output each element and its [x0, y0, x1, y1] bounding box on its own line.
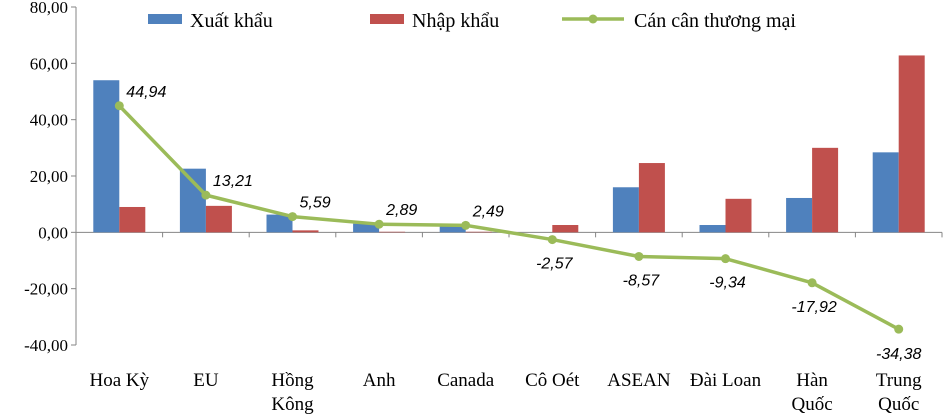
legend-label: Nhập khẩu — [412, 10, 499, 32]
legend-swatch — [148, 14, 182, 24]
category-label: ASEAN — [607, 370, 671, 391]
category-label: Hồng — [271, 370, 314, 391]
category-label: Đài Loan — [690, 370, 762, 391]
category-label: Kông — [271, 394, 314, 415]
category-label: Quốc — [792, 394, 833, 415]
balance-data-label: -9,34 — [709, 275, 746, 292]
axes: -40,00 -20,00 0,00 20,00 40,00 60,00 80,00 Hoa … — [24, 0, 943, 415]
y-tick-label: 60,00 — [30, 54, 68, 73]
y-tick-label: 20,00 — [30, 167, 68, 186]
category-label: Canada — [437, 370, 495, 391]
category-label: Hàn — [796, 370, 828, 391]
balance-data-label: 44,94 — [126, 84, 166, 101]
balance-data-label: 2,49 — [472, 203, 504, 220]
balance-data-label: -2,57 — [536, 256, 574, 273]
balance-line-path — [118, 104, 900, 331]
balance-point — [634, 251, 644, 261]
bar-export — [786, 197, 813, 233]
category-label: Trung — [876, 370, 922, 391]
category-label: Cô Oét — [525, 370, 580, 391]
legend-swatch-marker — [588, 14, 598, 24]
legend-swatch — [370, 14, 404, 24]
bar-export — [439, 224, 466, 233]
y-tick-label: -20,00 — [24, 280, 68, 299]
legend-item: Cán cân thương mại — [562, 10, 796, 32]
balance-data-label: 2,89 — [385, 202, 417, 219]
bar-import — [119, 206, 146, 233]
balance-data-label: -34,38 — [876, 346, 921, 363]
data-labels: 44,94 13,21 5,59 2,89 2,49 -2,57 -8,57 -9,34 -17… — [126, 84, 921, 363]
balance-line — [114, 101, 904, 334]
bar-export — [266, 214, 293, 233]
bar-export — [179, 168, 206, 233]
bar-export — [699, 225, 726, 233]
balance-point — [288, 212, 297, 222]
balance-data-label: -8,57 — [623, 272, 661, 289]
bar-import — [638, 163, 665, 233]
bar-import — [292, 230, 319, 233]
bar-export — [612, 187, 639, 233]
legend-item: Nhập khẩu — [370, 10, 499, 32]
y-tick-label: 40,00 — [30, 111, 68, 130]
category-label: Anh — [363, 370, 396, 391]
bar-import — [379, 231, 406, 233]
bar-import — [205, 205, 232, 233]
bar-export — [353, 223, 380, 233]
balance-point — [547, 235, 557, 245]
y-tick-label: 80,00 — [30, 0, 68, 17]
bar-import — [725, 198, 752, 233]
bar-import — [812, 147, 839, 233]
balance-point — [721, 254, 730, 264]
legend-item: Xuất khẩu — [148, 10, 273, 32]
y-tick-label: -40,00 — [24, 336, 68, 355]
category-label: EU — [193, 370, 219, 391]
bars — [93, 55, 925, 233]
balance-point — [894, 324, 904, 334]
bar-import — [898, 55, 925, 233]
balance-point — [114, 101, 124, 111]
y-tick-label: 0,00 — [38, 223, 68, 242]
legend-label: Cán cân thương mại — [634, 10, 796, 32]
bar-export — [93, 80, 120, 233]
bar-export — [872, 152, 899, 233]
category-label: Quốc — [878, 394, 919, 415]
category-label: Hoa Kỳ — [89, 370, 149, 391]
legend: Xuất khẩu Nhập khẩu Cán cân thương mại — [148, 10, 796, 32]
balance-data-label: 5,59 — [300, 195, 331, 212]
balance-point — [374, 219, 384, 229]
balance-point — [807, 278, 817, 288]
legend-label: Xuất khẩu — [190, 10, 273, 32]
balance-data-label: 13,21 — [213, 173, 253, 190]
bar-import — [465, 231, 492, 233]
bar-import — [552, 225, 579, 233]
balance-point — [461, 220, 471, 230]
balance-point — [201, 190, 211, 200]
balance-data-label: -17,92 — [791, 299, 836, 316]
